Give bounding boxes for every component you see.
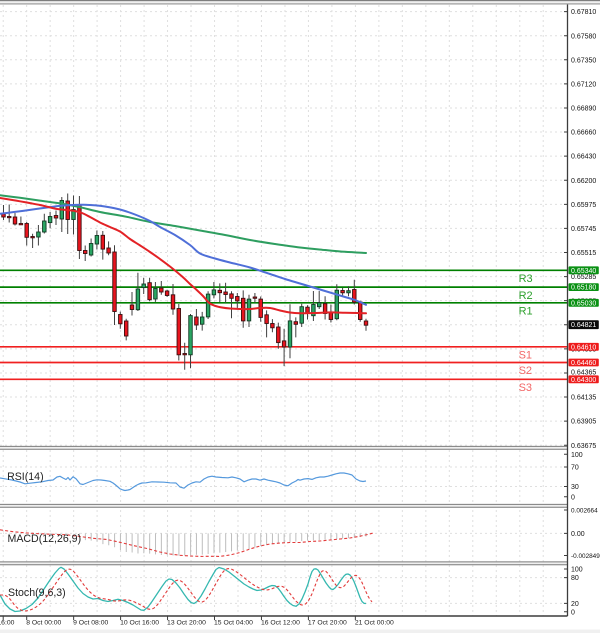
svg-text:0.65285: 0.65285: [571, 274, 596, 281]
svg-text:0.67350: 0.67350: [571, 57, 596, 64]
svg-text:80: 80: [571, 575, 579, 582]
svg-text:17 Oct 20:00: 17 Oct 20:00: [308, 620, 347, 627]
svg-text:0.65180: 0.65180: [571, 285, 596, 292]
svg-text:0.64821: 0.64821: [571, 322, 596, 329]
svg-text:MACD(12,26,9): MACD(12,26,9): [8, 533, 82, 545]
svg-text:0.66200: 0.66200: [571, 178, 596, 185]
svg-text:0.67120: 0.67120: [571, 81, 596, 88]
svg-text:0.64365: 0.64365: [571, 369, 596, 376]
svg-text:0.65745: 0.65745: [571, 226, 596, 233]
svg-text:S1: S1: [519, 350, 532, 362]
svg-text:0.64135: 0.64135: [571, 395, 596, 402]
svg-text:R2: R2: [519, 290, 533, 302]
svg-text:100: 100: [571, 567, 583, 574]
svg-text:-0.002849: -0.002849: [571, 553, 600, 560]
svg-text:0.64610: 0.64610: [571, 344, 596, 351]
svg-text:9 Oct 08:00: 9 Oct 08:00: [73, 620, 108, 627]
svg-text:0.002664: 0.002664: [571, 508, 598, 515]
svg-text:0.66660: 0.66660: [571, 130, 596, 137]
svg-text:13 Oct 20:00: 13 Oct 20:00: [167, 620, 206, 627]
svg-text:10 Oct 16:00: 10 Oct 16:00: [120, 620, 159, 627]
svg-text:0.64300: 0.64300: [571, 377, 596, 384]
svg-text:S3: S3: [519, 382, 532, 394]
svg-text:0.63905: 0.63905: [571, 419, 596, 426]
svg-text:20: 20: [571, 601, 579, 608]
svg-text:0: 0: [571, 494, 575, 501]
svg-text:8 Oct 00:00: 8 Oct 00:00: [26, 620, 61, 627]
svg-text:21 Oct 00:00: 21 Oct 00:00: [355, 620, 394, 627]
svg-text:0.67580: 0.67580: [571, 33, 596, 40]
svg-text:0.67810: 0.67810: [571, 9, 596, 16]
svg-text:0: 0: [571, 609, 575, 616]
svg-text:70: 70: [571, 465, 579, 472]
svg-text:100: 100: [571, 452, 583, 459]
svg-text:0.64460: 0.64460: [571, 360, 596, 367]
svg-text:0.66430: 0.66430: [571, 154, 596, 161]
svg-text:Stoch(9,6,3): Stoch(9,6,3): [8, 587, 66, 599]
svg-text:0.63675: 0.63675: [571, 443, 596, 450]
svg-text:0.65340: 0.65340: [571, 268, 596, 275]
svg-text:16 Oct 12:00: 16 Oct 12:00: [261, 620, 300, 627]
svg-text:0.65515: 0.65515: [571, 250, 596, 257]
svg-text:S2: S2: [519, 365, 532, 377]
svg-text:0.65030: 0.65030: [571, 300, 596, 307]
svg-text:0.65975: 0.65975: [571, 202, 596, 209]
svg-text:0.00: 0.00: [571, 531, 585, 538]
svg-text:RSI(14): RSI(14): [7, 471, 44, 483]
svg-text:16:00: 16:00: [0, 620, 15, 627]
svg-text:R1: R1: [519, 306, 533, 318]
svg-text:15 Oct 04:00: 15 Oct 04:00: [214, 620, 253, 627]
svg-text:30: 30: [571, 484, 579, 491]
svg-text:R3: R3: [519, 273, 533, 285]
svg-text:0.66890: 0.66890: [571, 106, 596, 113]
